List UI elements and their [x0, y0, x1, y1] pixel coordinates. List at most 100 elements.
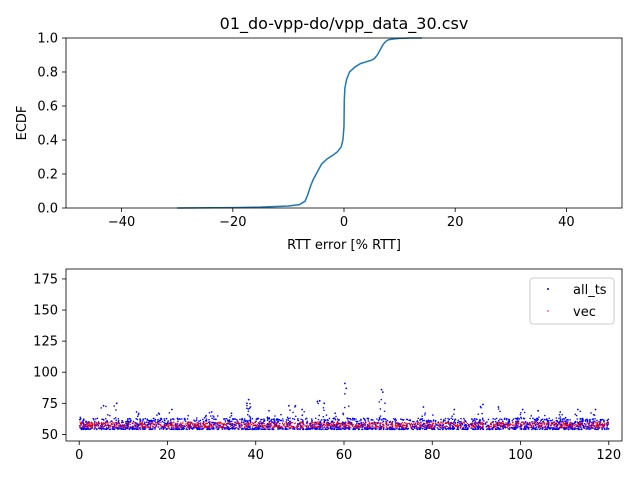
all-ts-point: [246, 407, 248, 410]
all-ts-point: [402, 419, 404, 421]
all-ts-point: [115, 402, 118, 405]
vec-point: [385, 422, 387, 425]
vec-point: [368, 422, 370, 424]
all-ts-point: [526, 425, 528, 427]
vec-point: [393, 427, 395, 429]
all-ts-point: [421, 415, 423, 418]
all-ts-point: [380, 398, 383, 401]
all-ts-point: [417, 417, 419, 420]
vec-point: [454, 424, 456, 427]
vec-point: [565, 425, 567, 427]
vec-point: [530, 424, 532, 426]
vec-point: [188, 422, 191, 424]
all-ts-point: [352, 428, 355, 431]
y-tick-label: 0.2: [37, 168, 58, 183]
all-ts-point: [135, 417, 137, 420]
vec-point: [209, 426, 211, 428]
all-ts-point: [208, 428, 211, 431]
all-ts-point: [476, 425, 478, 428]
all-ts-point: [424, 412, 426, 414]
vec-point: [401, 425, 404, 427]
all-ts-point: [318, 399, 321, 402]
all-ts-point: [589, 418, 591, 421]
vec-point: [256, 425, 258, 427]
vec-point: [494, 427, 496, 429]
vec-point: [476, 422, 478, 425]
vec-point: [249, 422, 251, 425]
vec-point: [350, 421, 352, 423]
all-ts-point: [527, 428, 530, 430]
vec-point: [161, 427, 163, 429]
vec-point: [595, 422, 598, 424]
vec-point: [288, 427, 290, 429]
vec-point: [416, 426, 418, 428]
all-ts-point: [532, 427, 535, 429]
vec-point: [260, 425, 262, 427]
vec-point: [198, 422, 200, 425]
vec-point: [99, 424, 102, 427]
vec-point: [444, 426, 447, 428]
vec-point: [257, 425, 259, 427]
all-ts-point: [549, 419, 551, 422]
all-ts-point: [454, 419, 456, 421]
all-ts-point: [251, 428, 253, 431]
all-ts-point: [308, 428, 311, 430]
vec-point: [311, 422, 313, 424]
all-ts-point: [367, 420, 370, 422]
vec-point: [520, 427, 522, 429]
vec-point: [574, 427, 576, 429]
vec-point: [122, 425, 124, 427]
vec-point: [388, 427, 390, 429]
vec-point: [456, 425, 458, 427]
vec-point: [180, 425, 182, 428]
vec-point: [472, 425, 474, 428]
vec-point: [593, 427, 596, 429]
vec-point: [603, 426, 605, 428]
all-ts-point: [138, 412, 140, 415]
vec-point: [109, 421, 111, 424]
all-ts-point: [301, 408, 303, 411]
all-ts-point: [524, 428, 526, 431]
x-tick-label: −20: [219, 215, 246, 230]
all-ts-point: [246, 420, 249, 422]
all-ts-point: [606, 426, 608, 429]
vec-point: [531, 425, 533, 427]
vec-point: [239, 422, 241, 425]
vec-point: [291, 425, 293, 428]
all-ts-point: [104, 417, 107, 420]
vec-point: [512, 424, 514, 426]
all-ts-point: [492, 428, 494, 430]
vec-point: [133, 424, 135, 426]
all-ts-point: [109, 428, 112, 430]
vec-point: [89, 425, 92, 427]
vec-point: [102, 423, 104, 426]
vec-point: [431, 427, 433, 429]
all-ts-point: [213, 423, 216, 426]
all-ts-point: [499, 410, 501, 413]
all-ts-point: [100, 407, 103, 409]
all-ts-point: [320, 423, 322, 426]
all-ts-point: [448, 418, 451, 421]
vec-point: [373, 427, 375, 429]
vec-point: [139, 423, 141, 425]
vec-point: [463, 422, 466, 424]
all-ts-point: [303, 410, 306, 413]
all-ts-point: [270, 420, 272, 423]
all-ts-point: [434, 420, 437, 423]
all-ts-point: [104, 428, 107, 430]
all-ts-point: [231, 420, 233, 423]
all-ts-point: [230, 414, 233, 417]
all-ts-point: [271, 418, 273, 421]
vec-point: [374, 427, 376, 429]
all-ts-point: [286, 425, 289, 428]
vec-point: [398, 427, 400, 429]
all-ts-point: [494, 420, 497, 423]
vec-point: [341, 427, 343, 429]
vec-point: [522, 424, 524, 426]
vec-point: [251, 422, 253, 424]
vec-point: [135, 424, 137, 426]
vec-point: [567, 424, 569, 426]
vec-point: [124, 425, 126, 427]
x-tick-label: 20: [447, 215, 464, 230]
